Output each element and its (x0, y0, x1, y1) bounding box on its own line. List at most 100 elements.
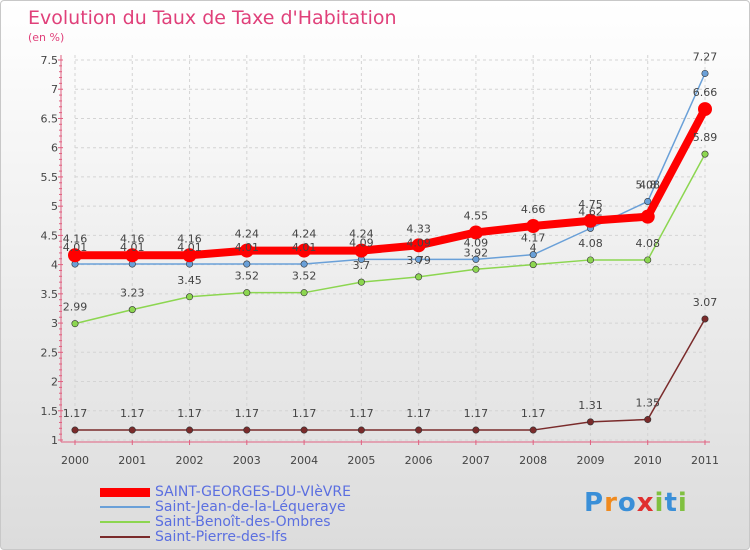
x-tick-label: 2008 (519, 454, 547, 467)
x-tick-label: 2005 (347, 454, 375, 467)
y-tick-label: 5 (51, 200, 58, 213)
y-tick-label: 7.5 (41, 54, 59, 67)
data-label: 5.89 (693, 131, 718, 144)
data-point (239, 243, 254, 258)
y-tick-label: 6 (51, 142, 58, 155)
data-point (526, 219, 541, 234)
data-point (71, 426, 79, 434)
data-point (415, 255, 423, 263)
data-point (243, 260, 251, 268)
data-point (586, 418, 594, 426)
data-label: 7.27 (693, 50, 718, 63)
legend-label: Saint-Jean-de-la-Léqueraye (155, 499, 346, 515)
y-tick-label: 7 (51, 83, 58, 96)
data-label: 4.01 (292, 241, 317, 254)
legend-swatch (100, 487, 150, 497)
data-label: 4.16 (63, 232, 88, 245)
y-tick-label: 2.5 (41, 346, 59, 359)
data-label: 3.7 (353, 259, 371, 272)
data-label: 4.62 (578, 205, 603, 218)
data-point (472, 426, 480, 434)
y-tick-label: 3.5 (41, 288, 59, 301)
chart-subtitle: (en %) (28, 31, 65, 44)
data-label: 4.24 (235, 228, 260, 241)
y-tick-label: 6.5 (41, 112, 59, 125)
data-label: 3.92 (464, 246, 489, 259)
data-label: 3.79 (406, 254, 431, 267)
data-label: 4.01 (177, 241, 202, 254)
x-tick-label: 2003 (233, 454, 261, 467)
data-label: 1.17 (235, 407, 260, 420)
data-label: 4.66 (521, 203, 546, 216)
data-point (529, 261, 537, 269)
data-point (644, 197, 652, 205)
data-label: 3.45 (177, 274, 202, 287)
x-tick-label: 2007 (462, 454, 490, 467)
data-label: 3.52 (235, 270, 260, 283)
data-label: 4.33 (406, 222, 431, 235)
x-tick-label: 2011 (691, 454, 719, 467)
data-label: 4.01 (235, 241, 260, 254)
logo-letter: t (664, 488, 678, 518)
data-point (68, 248, 82, 263)
data-label: 4.24 (292, 228, 317, 241)
series-lines (68, 69, 712, 434)
data-point (644, 416, 652, 424)
data-point (415, 426, 423, 434)
data-point (297, 243, 312, 258)
data-label: 1.35 (635, 397, 660, 410)
data-label: 4.09 (464, 236, 489, 249)
series-line-2 (74, 153, 706, 325)
data-point (411, 238, 426, 253)
x-tick-label: 2001 (118, 454, 146, 467)
data-label: 4.16 (120, 232, 145, 245)
logo-letter: x (636, 488, 655, 518)
data-label: 1.17 (349, 407, 374, 420)
legend-swatch (100, 521, 150, 523)
data-label: 4.75 (578, 198, 603, 211)
data-label: 4.55 (464, 209, 489, 222)
data-label: 4.24 (349, 228, 374, 241)
data-point (415, 273, 423, 281)
data-label: 1.17 (406, 407, 431, 420)
data-label: 3.23 (120, 287, 145, 300)
data-label: 6.66 (693, 86, 718, 99)
data-label: 1.17 (177, 407, 202, 420)
data-label: 4.8 (639, 178, 657, 191)
data-label: 4.09 (349, 236, 374, 249)
logo-letter: r (604, 488, 618, 518)
data-point (243, 289, 251, 297)
series-line-0 (75, 107, 709, 260)
logo-letter: o (617, 488, 637, 518)
data-point (701, 315, 709, 323)
data-point (357, 278, 365, 286)
legend-label: SAINT-GEORGES-DU-VIèVRE (155, 484, 351, 500)
data-point (357, 426, 365, 434)
data-label: 4.01 (120, 241, 145, 254)
y-tick-label: 1.5 (41, 405, 59, 418)
data-point (472, 255, 480, 263)
data-label: 3.07 (693, 296, 718, 309)
legend-label: Saint-Benoît-des-Ombres (155, 514, 331, 530)
data-point (186, 293, 194, 301)
data-point (300, 426, 308, 434)
data-point (243, 426, 251, 434)
data-point (586, 256, 594, 264)
data-point (354, 243, 369, 258)
data-point (529, 426, 537, 434)
logo-letter: i (677, 488, 688, 518)
data-point (472, 265, 480, 273)
data-label: 4.17 (521, 232, 546, 245)
series-line-3 (75, 318, 706, 431)
x-tick-label: 2002 (176, 454, 204, 467)
data-point (529, 251, 537, 259)
data-label: 5.08 (635, 178, 660, 191)
x-tick-label: 2006 (405, 454, 433, 467)
data-label: 4 (530, 242, 537, 255)
data-label: 1.31 (578, 399, 603, 412)
data-point (644, 256, 652, 264)
x-tick-label: 2004 (290, 454, 318, 467)
